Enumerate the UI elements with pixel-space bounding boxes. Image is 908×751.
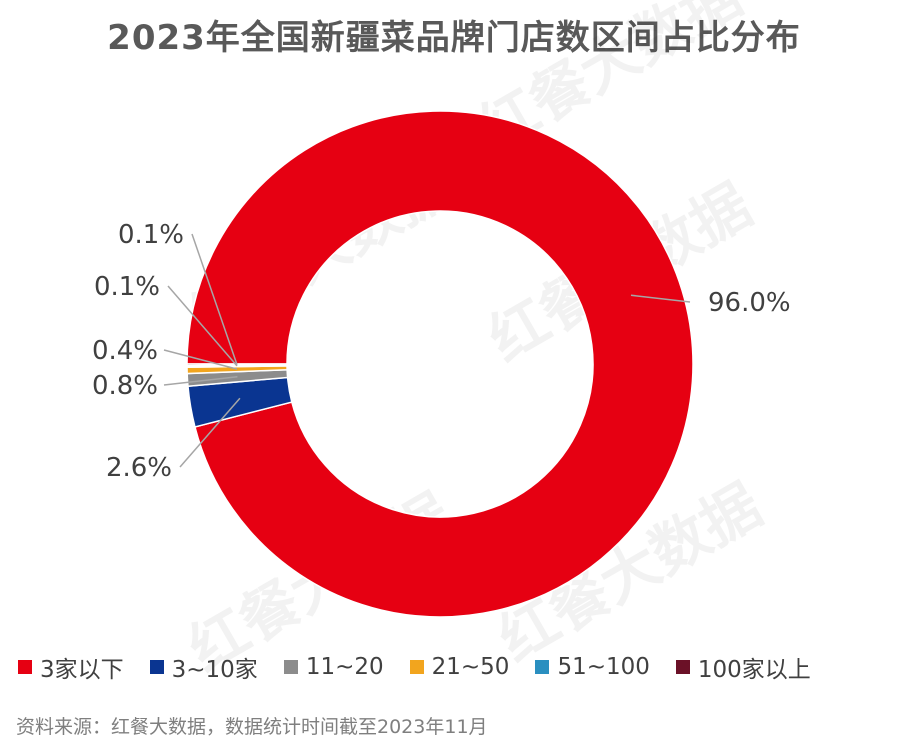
- legend-swatch: [535, 660, 550, 674]
- leader-line: [630, 294, 691, 303]
- data-labels-group: 96.0% 2.6% 0.8% 0.4% 0.1% 0.1%: [92, 220, 791, 483]
- legend-swatch: [149, 660, 164, 674]
- leader-line: [167, 285, 238, 367]
- donut-slice: [186, 110, 694, 618]
- data-label: 96.0%: [708, 288, 791, 318]
- legend-label: 100家以上: [697, 657, 811, 683]
- legend-label: 51~100: [557, 654, 650, 680]
- legend-label: 3家以下: [40, 657, 124, 683]
- legend-swatch: [409, 660, 424, 674]
- data-label: 2.6%: [106, 453, 172, 483]
- data-label: 0.1%: [118, 220, 184, 250]
- data-label: 0.4%: [92, 336, 158, 366]
- legend-swatch: [675, 660, 690, 674]
- leader-line: [179, 397, 241, 468]
- legend-label: 11~20: [305, 654, 384, 680]
- legend-swatch: [18, 660, 32, 674]
- leader-line: [163, 349, 238, 370]
- legend: 3家以下 3~10家 11~20 21~50 51~100 100家以上: [18, 650, 811, 684]
- legend-item: 21~50: [409, 654, 510, 680]
- chart-title: 2023年全国新疆菜品牌门店数区间占比分布: [107, 18, 801, 58]
- source-note: 资料来源：红餐大数据，数据统计时间截至2023年11月: [16, 716, 488, 738]
- leader-lines-group: [163, 233, 691, 468]
- legend-item: 3~10家: [149, 650, 258, 684]
- legend-item: 51~100: [535, 654, 650, 680]
- legend-swatch: [283, 660, 298, 674]
- leader-line: [163, 376, 238, 386]
- slices-group: [186, 110, 694, 618]
- legend-label: 21~50: [431, 654, 510, 680]
- legend-label: 3~10家: [171, 657, 258, 683]
- data-label: 0.8%: [92, 371, 158, 401]
- data-label: 0.1%: [94, 272, 160, 302]
- legend-item: 100家以上: [675, 650, 811, 684]
- legend-item: 3家以下: [18, 650, 124, 684]
- legend-item: 11~20: [283, 654, 384, 680]
- leader-line: [191, 233, 238, 365]
